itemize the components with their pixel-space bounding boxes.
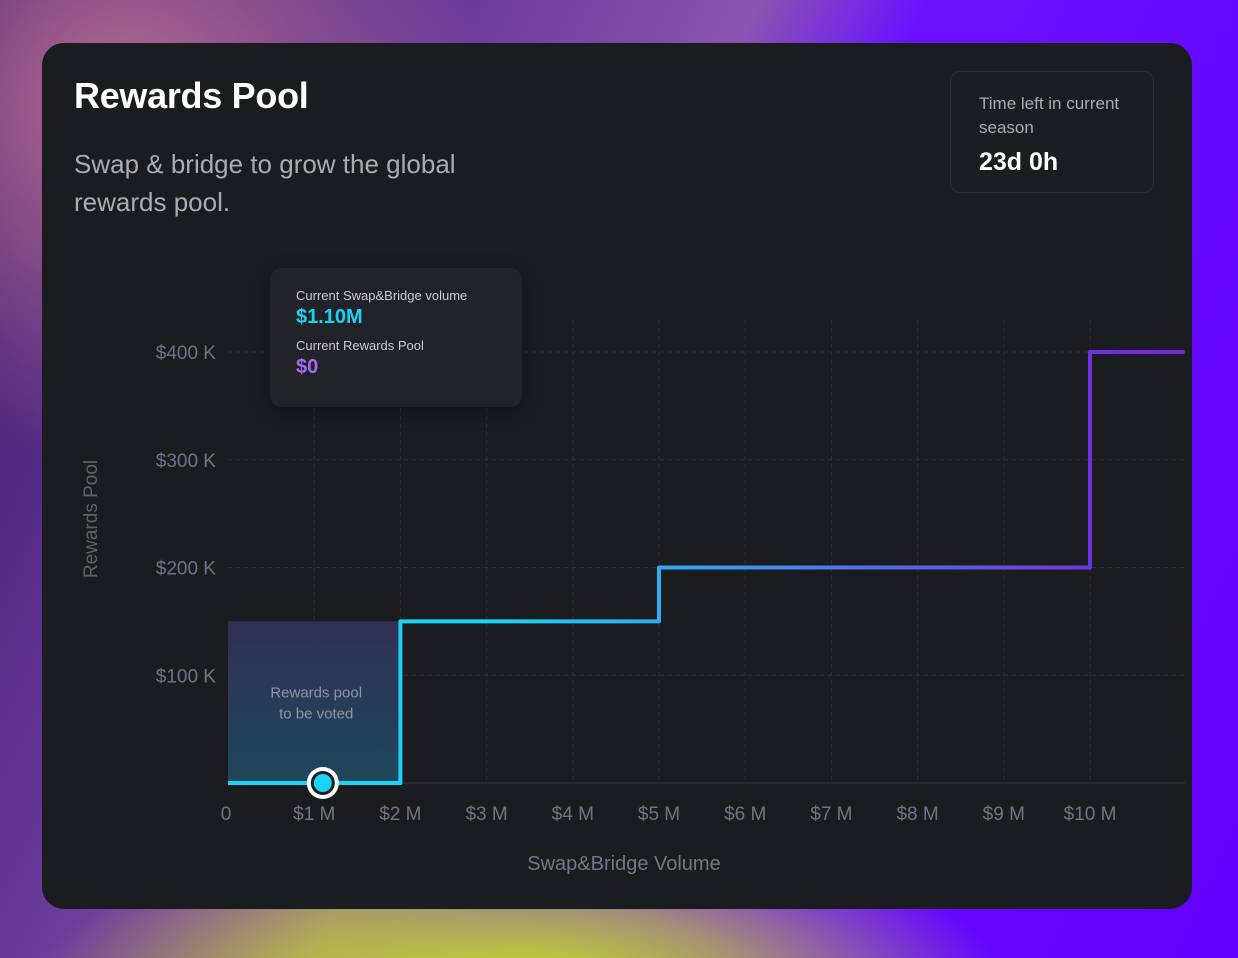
x-axis-title: Swap&Bridge Volume [527,853,720,875]
highlight-label: Rewards pool [270,684,362,701]
y-tick-label: $200 K [156,559,217,580]
season-timer-box: Time left in current season 23d 0h [950,71,1154,193]
tooltip-volume-label: Current Swap&Bridge volume [296,288,468,303]
page-title: Rewards Pool [74,75,309,116]
season-timer-label: Time left in current season [979,94,1120,137]
y-tick-labels: $100 K $200 K $300 K $400 K [156,343,217,687]
highlight-label: to be voted [279,705,353,722]
tooltip-pool-label: Current Rewards Pool [296,338,424,353]
rewards-pool-card: Rewards Pool Swap & bridge to grow the g… [42,43,1192,909]
x-tick-label: $6 M [724,804,766,825]
x-tick-label: $4 M [552,804,594,825]
tooltip-volume-value: $1.10M [296,306,363,328]
x-tick-label: $10 M [1064,804,1117,825]
x-tick-label: $8 M [896,804,938,825]
x-tick-label: $9 M [983,804,1025,825]
x-tick-label: $3 M [465,804,507,825]
x-tick-label: $5 M [638,804,680,825]
series-line [228,350,1185,785]
rewards-pool-chart: Rewards pool to be voted 0 $1 M $2 M $3 M $4… [81,319,1185,875]
x-tick-label: $2 M [379,804,421,825]
season-timer-value: 23d 0h [979,148,1059,176]
x-tick-label: 0 [221,804,232,825]
x-tick-labels: 0 $1 M $2 M $3 M $4 M $5 M $6 M $7 M $8 M $9 M $10… [221,804,1117,825]
current-stats-tooltip: Current Swap&Bridge volume $1.10M Curren… [270,268,522,407]
y-tick-label: $400 K [156,343,217,364]
tooltip-pool-value: $0 [296,356,319,378]
x-tick-label: $7 M [810,804,852,825]
page-subtitle: Swap & bridge to grow the global rewards… [74,149,456,217]
y-tick-label: $100 K [156,666,217,687]
y-axis-title: Rewards Pool [81,460,102,578]
current-position-marker[interactable] [306,767,339,799]
highlight-region [228,621,401,783]
x-tick-label: $1 M [293,804,335,825]
y-tick-label: $300 K [156,451,217,472]
